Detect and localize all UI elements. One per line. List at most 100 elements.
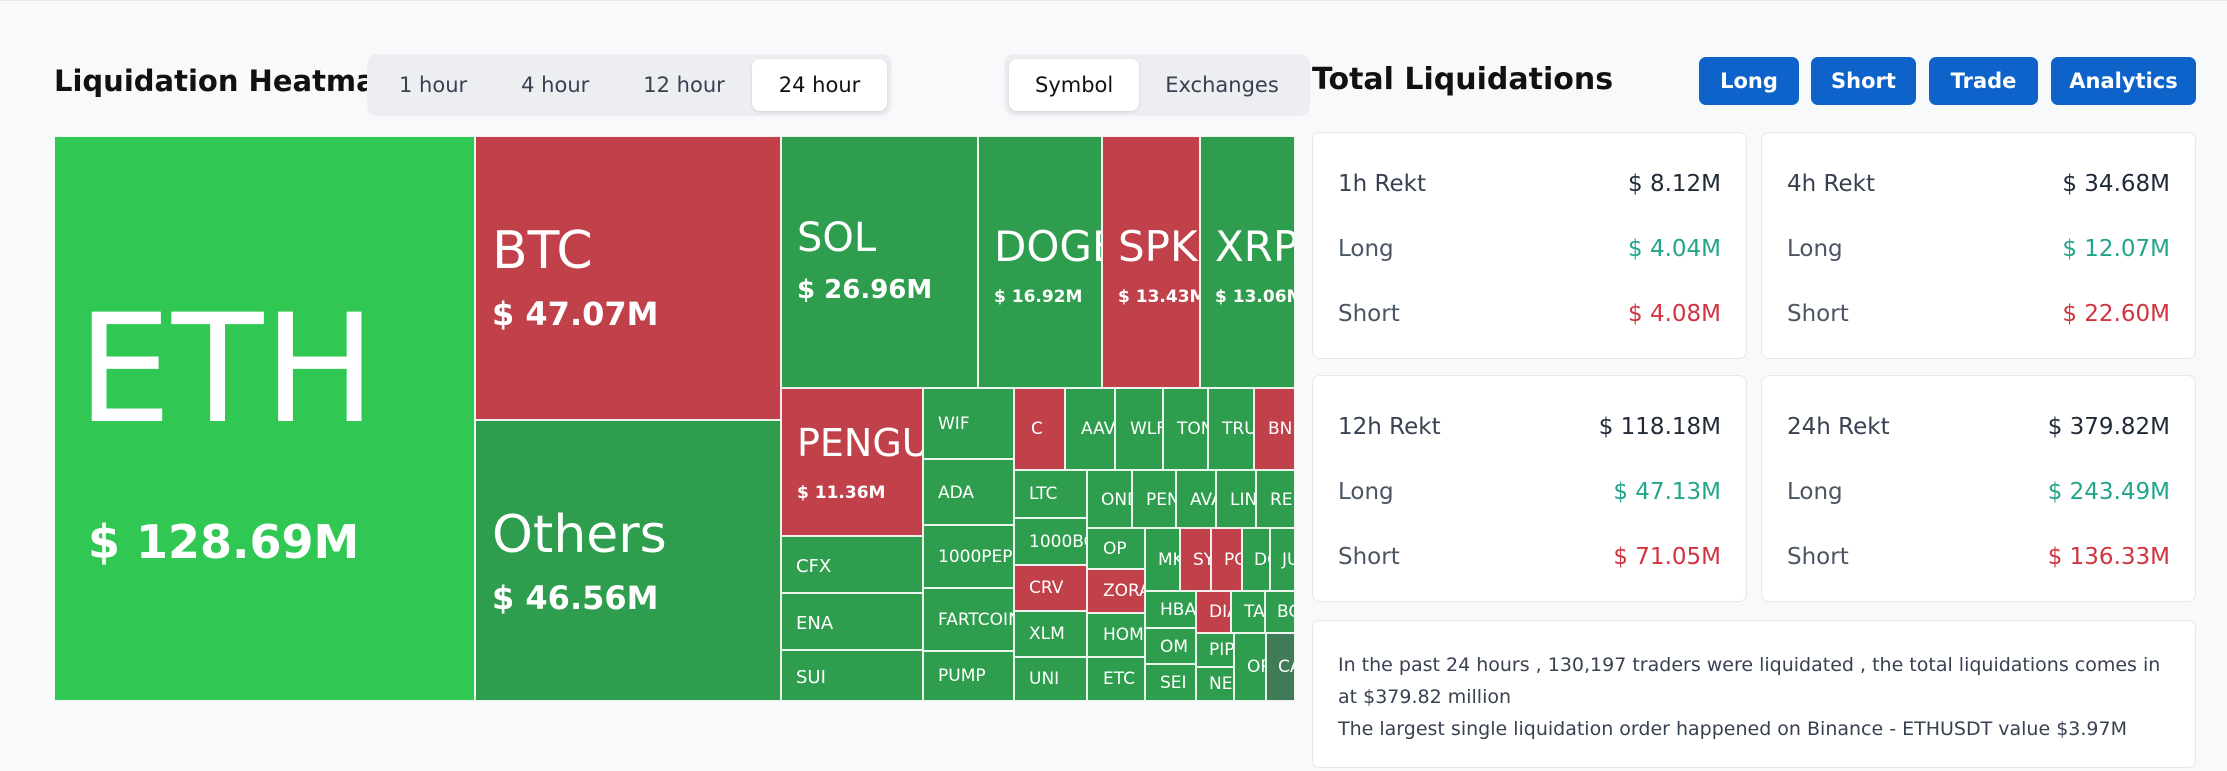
tile-symbol: CRV	[1029, 578, 1064, 598]
tile-sui[interactable]: SUI	[781, 650, 923, 701]
tile-wlfi[interactable]: WLFI	[1115, 388, 1163, 470]
card-label: 24h Rekt	[1787, 414, 1890, 440]
tile-symbol: TRUMP	[1222, 419, 1253, 439]
tile-symbol: POPCAT	[1224, 550, 1241, 570]
tile-ltc[interactable]: LTC	[1014, 470, 1087, 518]
short-label: Short	[1338, 301, 1400, 327]
tile-symbol: ENA	[796, 613, 834, 634]
tile-dot[interactable]: DOT	[1242, 528, 1270, 591]
tile-tao[interactable]: TAO	[1231, 591, 1265, 633]
tile-popcat[interactable]: POPCAT	[1211, 528, 1242, 591]
tile-crv[interactable]: CRV	[1014, 565, 1087, 611]
tile-symbol: ORDI	[1247, 657, 1265, 677]
tile-etc[interactable]: ETC	[1087, 657, 1145, 701]
tile-c[interactable]: C	[1014, 388, 1065, 470]
tab-1-hour[interactable]: 1 hour	[399, 73, 468, 97]
tile-cfx[interactable]: CFX	[781, 536, 923, 593]
tile-ordi[interactable]: ORDI	[1234, 633, 1266, 701]
tile-zora[interactable]: ZORA	[1087, 569, 1145, 613]
tile-eth[interactable]: ETH $ 128.69M	[54, 136, 475, 701]
tile-doge[interactable]: DOGE $ 16.92M	[978, 136, 1102, 388]
trade-button[interactable]: Trade	[1929, 57, 2038, 105]
tile-others[interactable]: Others $ 46.56M	[475, 420, 781, 701]
tile-sol[interactable]: SOL $ 26.96M	[781, 136, 978, 388]
tile-mkr[interactable]: MKR	[1145, 528, 1180, 591]
tile-symbol: PUMP	[938, 666, 986, 686]
tile-pengu[interactable]: PENGU $ 11.36M	[781, 388, 923, 536]
tile-avax[interactable]: AVAX	[1176, 470, 1216, 528]
tile-ondo[interactable]: ONDO	[1087, 470, 1132, 528]
short-button[interactable]: Short	[1811, 57, 1916, 105]
long-button[interactable]: Long	[1699, 57, 1799, 105]
tile-pendle[interactable]: PENDLE	[1132, 470, 1176, 528]
tile-op[interactable]: OP	[1087, 528, 1145, 569]
tile-symbol: SYRUP	[1193, 550, 1210, 570]
card-total: $ 118.18M	[1598, 414, 1721, 440]
tile-ada[interactable]: ADA	[923, 459, 1014, 525]
tile-amount: $ 16.92M	[994, 287, 1083, 307]
tile-symbol: HBAR	[1160, 600, 1196, 620]
tile-symbol: ONDO	[1101, 490, 1131, 510]
tile-symbol: SOL	[797, 215, 877, 261]
tile-wif[interactable]: WIF	[923, 388, 1014, 459]
tile-bnb[interactable]: BNB	[1254, 388, 1295, 470]
tile-render[interactable]: RENDER	[1256, 470, 1295, 528]
tile-xrp[interactable]: XRP $ 13.06M	[1200, 136, 1295, 388]
tab-12-hour[interactable]: 12 hour	[643, 73, 725, 97]
tab-exchanges[interactable]: Exchanges	[1165, 73, 1279, 97]
tile-1000pepe[interactable]: 1000PEPE	[923, 525, 1014, 588]
tile-symbol: FARTCOIN	[938, 610, 1014, 630]
tile-symbol: AVAX	[1190, 490, 1215, 510]
long-label: Long	[1787, 479, 1843, 505]
total-liquidations-title: Total Liquidations	[1312, 62, 1614, 97]
tile-amount: $ 128.69M	[88, 515, 360, 569]
tile-symbol: PIPPIN	[1209, 640, 1234, 660]
tile-symbol: C	[1031, 419, 1043, 439]
tab-4-hour[interactable]: 4 hour	[521, 73, 590, 97]
long-value: $ 4.04M	[1628, 236, 1721, 262]
tile-jup[interactable]: JUP	[1270, 528, 1295, 591]
top-divider	[0, 0, 2227, 1]
tile-symbol: ETH	[77, 283, 377, 457]
tile-xlm[interactable]: XLM	[1014, 611, 1087, 657]
tile-cake[interactable]: CAKE	[1266, 633, 1295, 701]
tile-link[interactable]: LINK	[1216, 470, 1256, 528]
tile-pippin[interactable]: PIPPIN	[1196, 633, 1234, 667]
tile-symbol: BNB	[1268, 419, 1294, 439]
tile-ena[interactable]: ENA	[781, 593, 923, 650]
tile-1000bonk[interactable]: 1000BONK	[1014, 518, 1087, 565]
tab-24-hour[interactable]: 24 hour	[751, 59, 888, 111]
tile-sei[interactable]: SEI	[1145, 664, 1196, 701]
tile-bome[interactable]: BOME	[1265, 591, 1295, 633]
tile-symbol: PENGU	[797, 421, 923, 465]
tile-spk[interactable]: SPK $ 13.43M	[1102, 136, 1200, 388]
tile-symbol: WIF	[938, 414, 970, 434]
summary-line: The largest single liquidation order hap…	[1338, 718, 2127, 740]
tile-symbol: OP	[1103, 539, 1127, 559]
tile-dia[interactable]: DIA	[1196, 591, 1231, 633]
tile-btc[interactable]: BTC $ 47.07M	[475, 136, 781, 420]
tile-amount: $ 11.36M	[797, 483, 886, 503]
tile-uni[interactable]: UNI	[1014, 657, 1087, 701]
tile-aave[interactable]: AAVE	[1065, 388, 1115, 470]
analytics-button[interactable]: Analytics	[2051, 57, 2196, 105]
tile-fartcoin[interactable]: FARTCOIN	[923, 588, 1014, 651]
tile-symbol: DOT	[1254, 550, 1269, 570]
tile-syrup[interactable]: SYRUP	[1180, 528, 1211, 591]
card-label: 4h Rekt	[1787, 171, 1875, 197]
tab-symbol[interactable]: Symbol	[1009, 59, 1140, 111]
tile-om[interactable]: OM	[1145, 628, 1196, 664]
short-label: Short	[1787, 544, 1849, 570]
tile-symbol: LINK	[1230, 490, 1256, 510]
card-total: $ 8.12M	[1628, 171, 1721, 197]
tile-hbar[interactable]: HBAR	[1145, 591, 1196, 628]
tile-trump[interactable]: TRUMP	[1208, 388, 1254, 470]
tile-symbol: LTC	[1029, 484, 1058, 504]
tile-pump[interactable]: PUMP	[923, 651, 1014, 701]
tile-near[interactable]: NEAR	[1196, 667, 1234, 701]
tile-amount: $ 26.96M	[797, 275, 933, 305]
tile-ton[interactable]: TON	[1163, 388, 1208, 470]
long-value: $ 243.49M	[2047, 479, 2170, 505]
